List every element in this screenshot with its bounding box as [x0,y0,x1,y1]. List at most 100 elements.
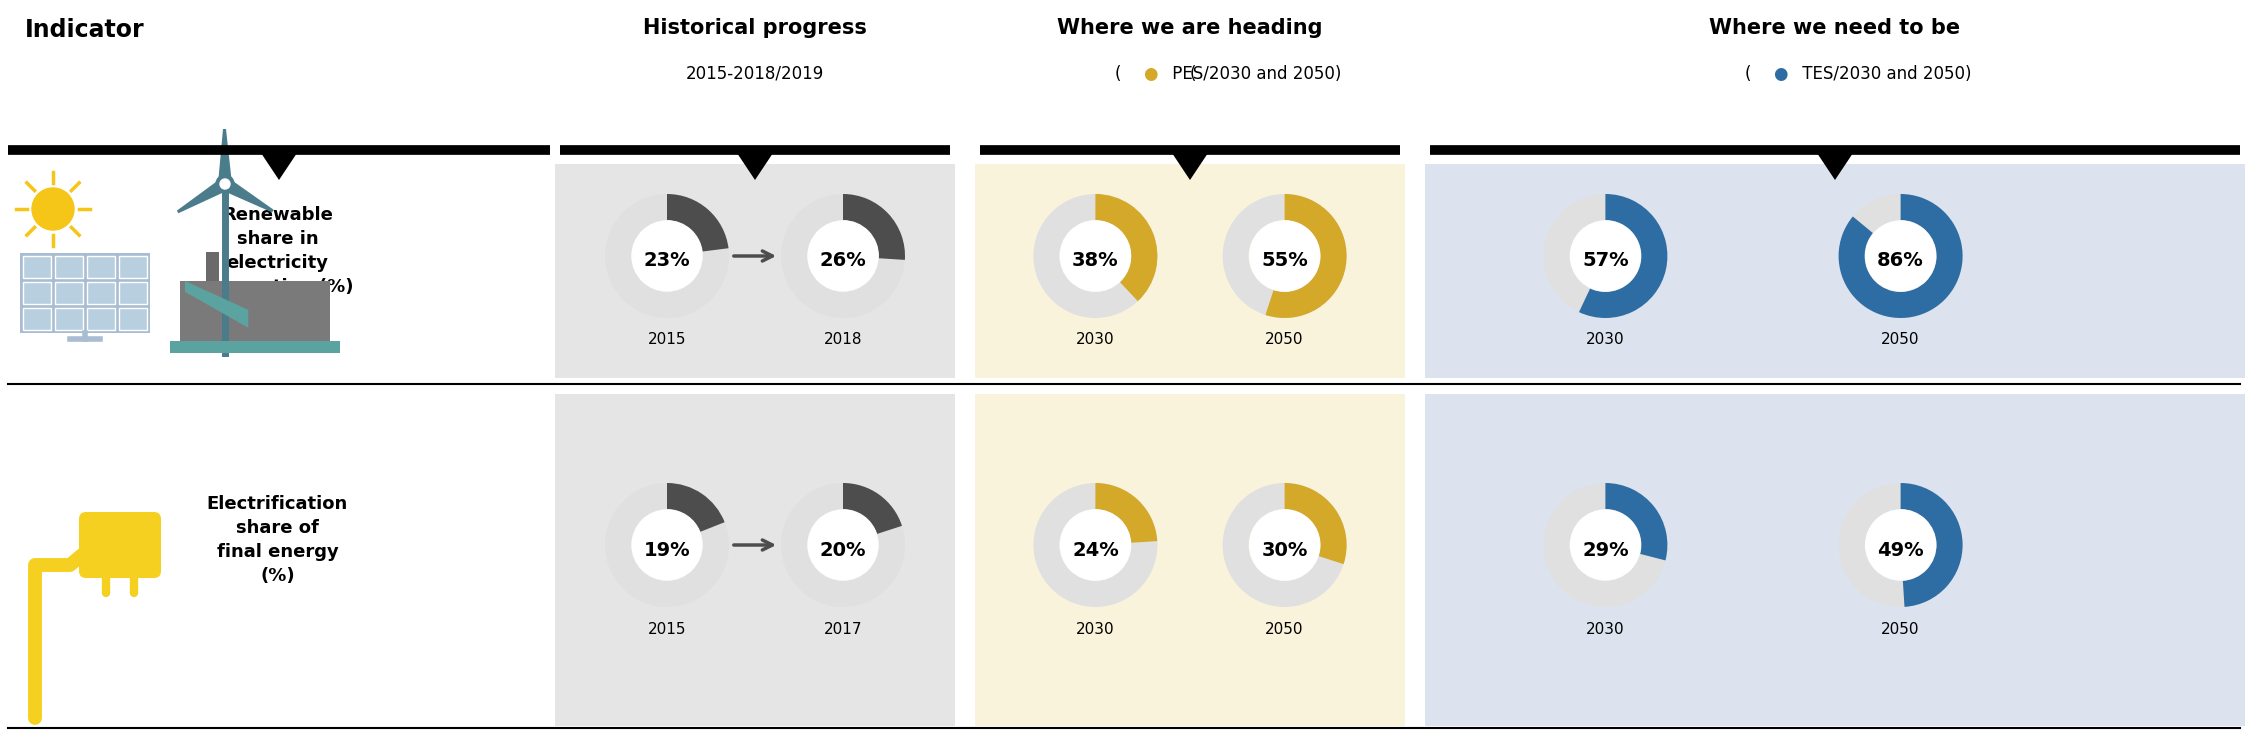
Circle shape [1250,510,1320,580]
Circle shape [32,188,74,230]
Circle shape [808,221,878,291]
Text: 26%: 26% [820,252,867,271]
Wedge shape [667,483,725,532]
Wedge shape [781,194,905,318]
FancyBboxPatch shape [79,512,160,578]
Text: ●: ● [1144,65,1158,83]
Circle shape [221,179,230,189]
FancyBboxPatch shape [20,253,151,333]
Text: 2017: 2017 [824,621,863,637]
Text: TES/2030 and 2050): TES/2030 and 2050) [1797,65,1970,83]
Text: 2030: 2030 [1585,621,1624,637]
Text: 2018: 2018 [824,333,863,347]
FancyBboxPatch shape [975,164,1405,378]
Wedge shape [781,483,905,607]
FancyBboxPatch shape [554,164,955,378]
FancyBboxPatch shape [23,256,52,278]
Text: (: ( [1115,65,1126,83]
Wedge shape [606,194,730,318]
FancyBboxPatch shape [286,281,331,342]
Circle shape [633,510,703,580]
Text: 2050: 2050 [1266,333,1304,347]
FancyBboxPatch shape [88,256,115,278]
Text: 2015-2018/2019: 2015-2018/2019 [687,65,824,83]
Text: (: ( [1745,65,1757,83]
Text: 29%: 29% [1583,540,1628,559]
Wedge shape [842,194,905,260]
Polygon shape [259,150,300,180]
Text: ●: ● [1772,65,1788,83]
Polygon shape [178,178,227,213]
Wedge shape [606,483,730,607]
FancyBboxPatch shape [88,282,115,304]
Wedge shape [1223,483,1347,607]
Wedge shape [1223,194,1347,318]
Polygon shape [1171,150,1209,180]
Text: Electrification
share of
final energy
(%): Electrification share of final energy (%… [207,495,349,585]
Circle shape [633,221,703,291]
FancyBboxPatch shape [554,394,955,726]
Text: 24%: 24% [1072,540,1119,559]
Text: 2030: 2030 [1076,333,1115,347]
FancyBboxPatch shape [975,394,1405,726]
FancyBboxPatch shape [1426,394,2245,726]
FancyBboxPatch shape [119,256,146,278]
Circle shape [1570,510,1639,580]
Text: 2030: 2030 [1585,333,1624,347]
Text: 2050: 2050 [1880,621,1921,637]
Text: Renewable
share in
electricity
generation (%): Renewable share in electricity generatio… [203,205,354,297]
Wedge shape [1543,194,1666,318]
Text: Indicator: Indicator [25,18,144,42]
Wedge shape [1543,483,1666,607]
Circle shape [216,175,234,193]
Circle shape [808,510,878,580]
FancyBboxPatch shape [207,252,218,281]
Polygon shape [221,178,275,213]
Wedge shape [1284,483,1347,565]
Wedge shape [1838,194,1961,318]
FancyBboxPatch shape [119,282,146,304]
Text: 2030: 2030 [1076,621,1115,637]
Wedge shape [667,194,727,252]
Text: 55%: 55% [1261,252,1308,271]
Wedge shape [1838,483,1961,607]
FancyBboxPatch shape [54,282,83,304]
Text: 2050: 2050 [1266,621,1304,637]
Text: 30%: 30% [1261,540,1308,559]
FancyBboxPatch shape [1426,164,2245,378]
Circle shape [1865,221,1934,291]
Wedge shape [1579,194,1666,318]
Wedge shape [1606,483,1666,560]
Text: PES/2030 and 2050): PES/2030 and 2050) [1167,65,1342,83]
Circle shape [1250,221,1320,291]
Wedge shape [1838,194,1961,318]
Text: Historical progress: Historical progress [644,18,867,38]
Text: 38%: 38% [1072,252,1119,271]
Polygon shape [185,281,248,328]
Text: 23%: 23% [644,252,691,271]
Polygon shape [734,150,775,180]
Wedge shape [1034,194,1158,318]
Text: Where we need to be: Where we need to be [1709,18,1961,38]
Text: 86%: 86% [1878,252,1923,271]
Text: (: ( [1189,65,1196,83]
Wedge shape [1034,483,1158,607]
Wedge shape [842,483,903,534]
Polygon shape [218,129,232,184]
Wedge shape [1266,194,1347,318]
Text: 2015: 2015 [649,333,687,347]
FancyBboxPatch shape [180,281,286,353]
Circle shape [1061,221,1131,291]
Wedge shape [1094,194,1158,301]
Text: 2015: 2015 [649,621,687,637]
FancyBboxPatch shape [54,308,83,330]
Text: Where we are heading: Where we are heading [1056,18,1322,38]
Text: 20%: 20% [820,540,867,559]
Text: 49%: 49% [1878,540,1923,559]
Circle shape [1865,510,1934,580]
FancyBboxPatch shape [169,341,340,353]
Circle shape [1061,510,1131,580]
Text: 57%: 57% [1583,252,1628,271]
FancyBboxPatch shape [54,256,83,278]
Text: 19%: 19% [644,540,691,559]
